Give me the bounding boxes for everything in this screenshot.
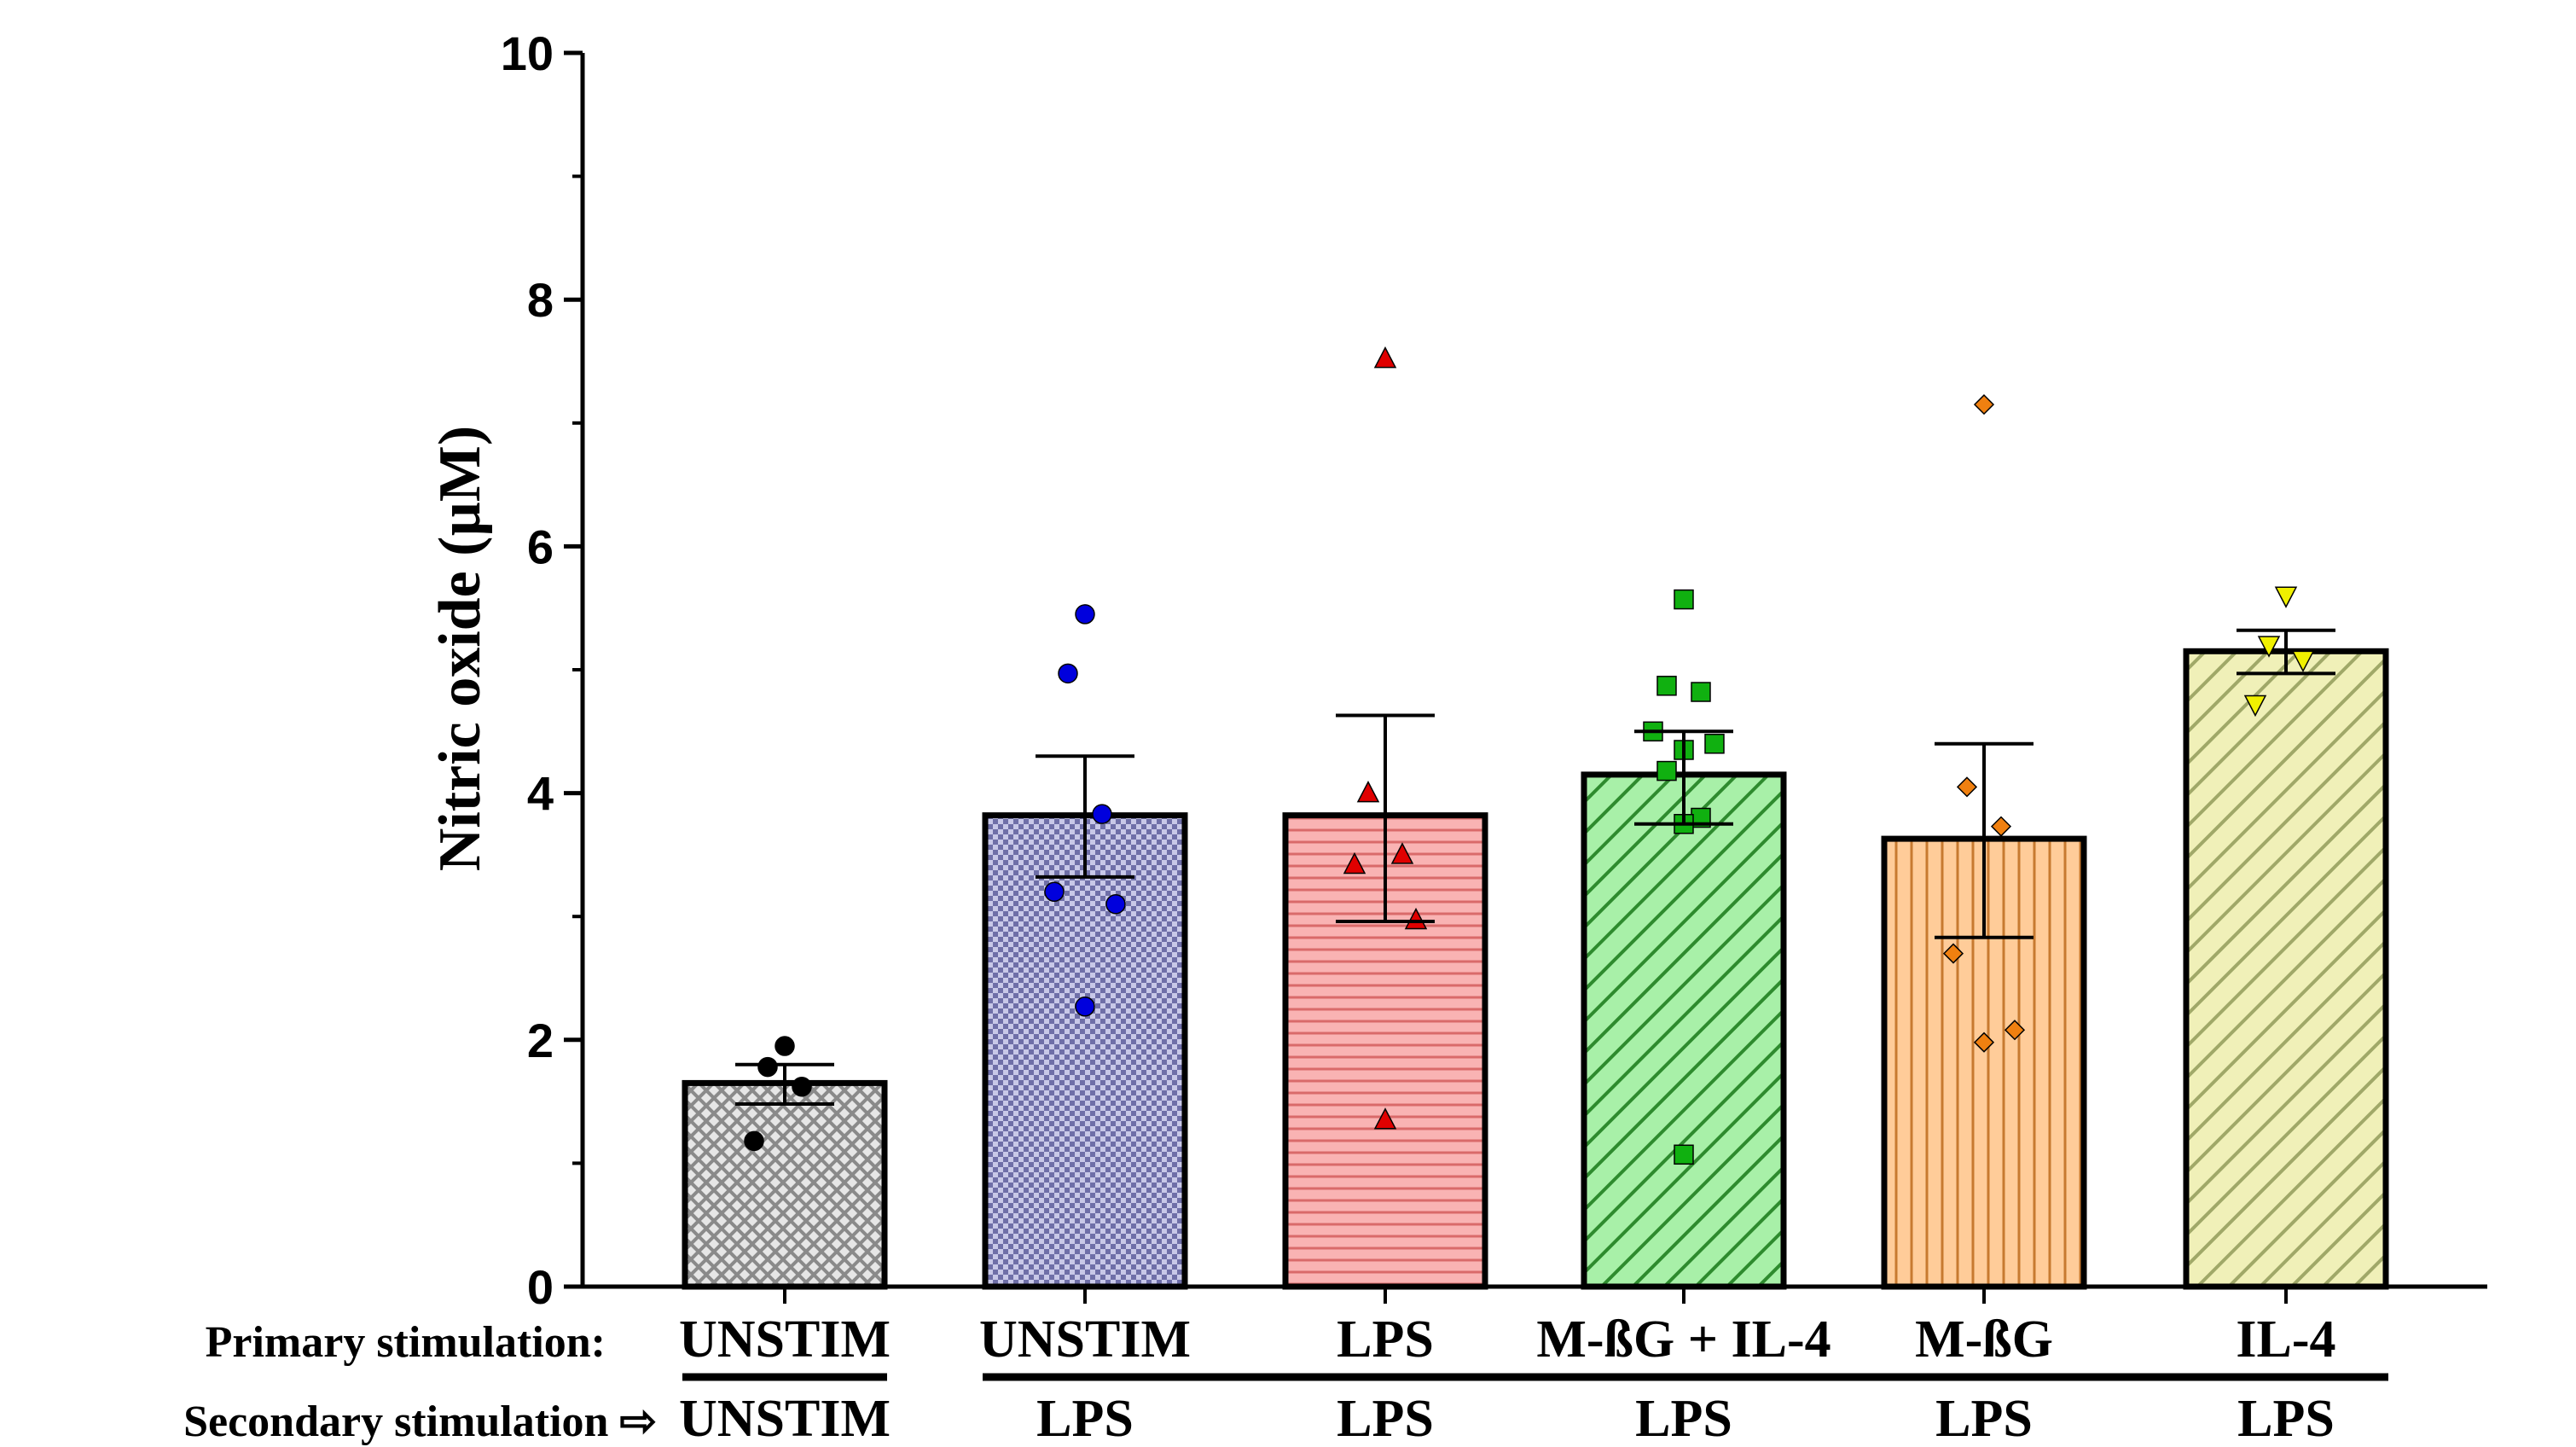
data-point-0-3 — [744, 1130, 764, 1152]
data-point-2-0 — [1373, 346, 1397, 369]
data-point-2-4 — [1404, 907, 1428, 930]
secondary-label-0: UNSTIM — [679, 1390, 891, 1447]
y-tick-label-2: 2 — [527, 1014, 554, 1067]
category-labels: UNSTIM UNSTIM UNSTIM LPS LPS LPS M-ßG + IL-4 LP… — [679, 1310, 2388, 1447]
data-point-2-2 — [1390, 842, 1414, 864]
error-bar-4 — [1935, 741, 2034, 939]
secondary-stimulation-label: Secondary stimulation ⇨ — [183, 1398, 657, 1446]
data-point-2-1 — [1356, 780, 1380, 803]
data-point-1-3 — [1044, 881, 1065, 903]
data-point-4-4 — [2004, 1020, 2026, 1041]
bar-3 — [1581, 771, 1787, 1290]
bar-5 — [2183, 648, 2389, 1290]
primary-label-0: UNSTIM — [679, 1310, 891, 1369]
data-point-2-3 — [1343, 851, 1366, 875]
y-tick-label-6: 6 — [527, 520, 554, 573]
y-tick-label-4: 4 — [527, 767, 554, 821]
error-bar-0 — [735, 1062, 834, 1106]
secondary-label-5: LPS — [2237, 1390, 2335, 1447]
primary-stimulation-label: Primary stimulation: — [206, 1318, 606, 1367]
data-point-0-0 — [775, 1036, 795, 1056]
bar-0 — [682, 1079, 888, 1290]
data-point-5-0 — [2274, 586, 2298, 608]
data-point-3-9 — [1674, 1144, 1694, 1165]
y-tick-label-8: 8 — [527, 273, 554, 327]
primary-label-2: LPS — [1337, 1310, 1434, 1369]
y-axis: 0 2 4 6 8 10 — [501, 26, 2487, 1314]
data-point-4-5 — [1973, 1031, 1995, 1053]
data-point-4-2 — [1990, 816, 2012, 837]
error-bar-3 — [1634, 729, 1733, 826]
secondary-label-2: LPS — [1337, 1390, 1434, 1447]
error-bar-1 — [1036, 754, 1134, 879]
primary-label-5: IL-4 — [2236, 1310, 2335, 1369]
data-point-1-1 — [1058, 663, 1078, 684]
points-layer — [744, 346, 2315, 1165]
data-point-3-0 — [1674, 589, 1694, 610]
y-tick-label-10: 10 — [501, 26, 554, 80]
data-point-1-5 — [1075, 997, 1095, 1017]
data-point-2-5 — [1373, 1107, 1397, 1130]
data-point-0-1 — [757, 1056, 778, 1078]
primary-label-1: UNSTIM — [979, 1310, 1191, 1369]
data-point-0-2 — [792, 1076, 812, 1097]
data-point-5-3 — [2243, 694, 2267, 718]
data-point-4-1 — [1956, 776, 1978, 798]
data-point-4-3 — [1942, 943, 1964, 964]
error-bar-2 — [1336, 713, 1435, 923]
error-bars-layer — [735, 628, 2335, 1106]
data-point-3-2 — [1691, 682, 1711, 702]
data-point-1-2 — [1092, 804, 1112, 824]
data-point-3-1 — [1656, 676, 1677, 696]
bars-layer — [682, 648, 2389, 1290]
data-point-3-6 — [1656, 760, 1677, 782]
primary-label-4: M-ßG — [1915, 1310, 2053, 1369]
data-point-4-0 — [1973, 394, 1995, 416]
secondary-label-3: LPS — [1635, 1390, 1732, 1447]
secondary-label-4: LPS — [1935, 1390, 2033, 1447]
bar-1 — [982, 812, 1188, 1290]
data-point-1-0 — [1075, 604, 1095, 625]
data-point-5-1 — [2257, 636, 2281, 658]
data-point-5-2 — [2291, 650, 2315, 673]
primary-label-3: M-ßG + IL-4 — [1536, 1310, 1830, 1369]
error-bar-5 — [2237, 628, 2335, 676]
y-tick-label-0: 0 — [527, 1260, 554, 1314]
data-point-3-4 — [1704, 734, 1725, 754]
y-axis-label: Nitric oxide (µM) — [427, 426, 493, 871]
data-point-1-4 — [1105, 893, 1126, 915]
secondary-label-1: LPS — [1036, 1390, 1134, 1447]
